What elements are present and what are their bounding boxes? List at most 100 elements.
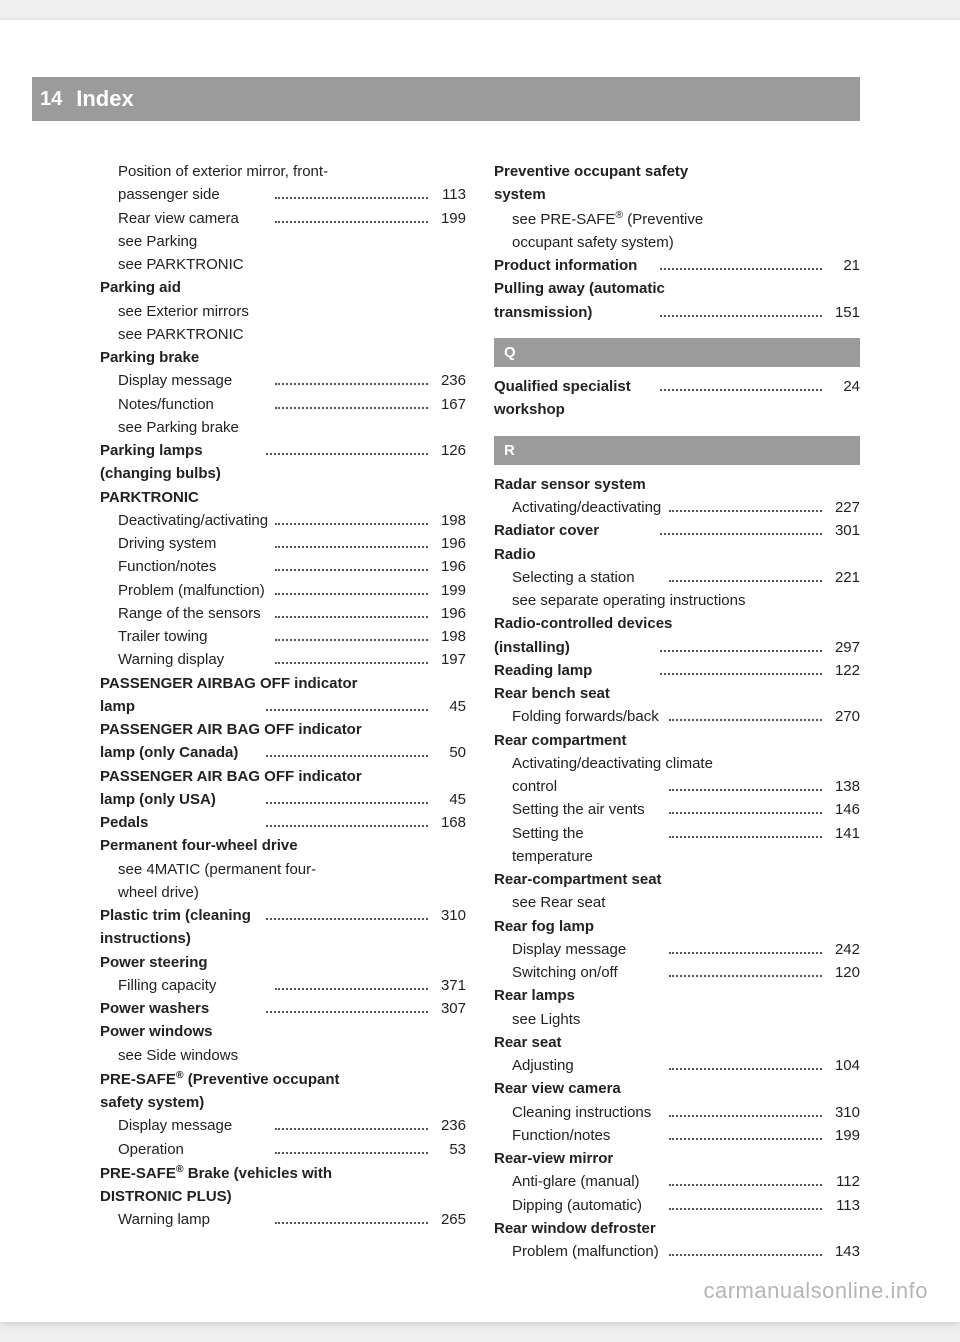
index-subentry: Position of exterior mirror, front- (100, 160, 466, 183)
index-subentry: Trailer towing198 (100, 625, 466, 648)
index-page-ref: 120 (826, 961, 860, 984)
index-label: see Exterior mirrors (118, 300, 249, 323)
index-entry: Parking aid (100, 276, 466, 299)
index-subentry: Driving system196 (100, 532, 466, 555)
leader-dots (669, 826, 822, 838)
index-page-ref: 113 (826, 1194, 860, 1217)
leader-dots (669, 1105, 822, 1117)
index-page-ref: 307 (432, 997, 466, 1020)
index-entry: Product information21 (494, 254, 860, 277)
index-page-ref: 53 (432, 1138, 466, 1161)
index-page-ref: 196 (432, 602, 466, 625)
index-label: Rear lamps (494, 984, 575, 1007)
index-label: DISTRONIC PLUS) (100, 1185, 232, 1208)
index-label: see Parking (118, 230, 197, 253)
index-page-ref: 167 (432, 393, 466, 416)
index-page-ref: 151 (826, 301, 860, 324)
index-subentry: see 4MATIC (permanent four- (100, 858, 466, 881)
index-entry: Power windows (100, 1020, 466, 1043)
index-label: Reading lamp (494, 659, 592, 682)
index-subentry: Activating/deactivating climate (494, 752, 860, 775)
index-label: Setting the temperature (512, 822, 665, 869)
index-label: (installing) (494, 636, 570, 659)
leader-dots (266, 699, 428, 711)
index-label: Folding forwards/back (512, 705, 659, 728)
index-label: wheel drive) (118, 881, 199, 904)
leader-dots (660, 523, 822, 535)
index-entry: PASSENGER AIR BAG OFF indicator (100, 718, 466, 741)
index-label: see Parking brake (118, 416, 239, 439)
index-label: Rear seat (494, 1031, 562, 1054)
index-label: control (512, 775, 557, 798)
index-page-ref: 265 (432, 1208, 466, 1231)
index-page-ref: 198 (432, 509, 466, 532)
index-entry: Rear seat (494, 1031, 860, 1054)
leader-dots (266, 443, 428, 455)
index-label: Position of exterior mirror, front- (118, 160, 328, 183)
index-label: Activating/deactivating climate (512, 752, 713, 775)
index-content: Position of exterior mirror, front-passe… (100, 160, 860, 1262)
index-entry: Power steering (100, 951, 466, 974)
leader-dots (669, 1198, 822, 1210)
index-label: see Lights (512, 1008, 580, 1031)
index-subentry: Problem (malfunction)143 (494, 1240, 860, 1263)
index-subentry: passenger side113 (100, 183, 466, 206)
index-label: Rear view camera (118, 207, 239, 230)
index-subentry: Adjusting104 (494, 1054, 860, 1077)
index-entry: PARKTRONIC (100, 486, 466, 509)
index-subentry: Rear view camera199 (100, 207, 466, 230)
index-label: Activating/deactivating (512, 496, 661, 519)
index-label: PASSENGER AIRBAG OFF indicator (100, 672, 358, 695)
index-page-ref: 112 (826, 1170, 860, 1193)
index-entry: (installing) 297 (494, 636, 860, 659)
index-entry: Rear compartment (494, 729, 860, 752)
index-label: Power steering (100, 951, 208, 974)
leader-dots (669, 1174, 822, 1186)
index-page-ref: 45 (432, 695, 466, 718)
index-subentry: Warning lamp265 (100, 1208, 466, 1231)
index-subentry: wheel drive) (100, 881, 466, 904)
index-label: lamp (100, 695, 135, 718)
index-label: Display message (512, 938, 626, 961)
index-label: Pedals (100, 811, 148, 834)
index-page-ref: 21 (826, 254, 860, 277)
index-label: Power windows (100, 1020, 213, 1043)
index-entry: Qualified specialist workshop24 (494, 375, 860, 422)
index-page-ref: 221 (826, 566, 860, 589)
index-entry: PRE-SAFE® (Preventive occupant (100, 1067, 466, 1091)
page-title: Index (76, 86, 133, 112)
section-head-r: R (494, 436, 860, 465)
index-label: Problem (malfunction) (118, 579, 265, 602)
index-label: see separate operating instructions (512, 589, 745, 612)
index-label: see 4MATIC (permanent four- (118, 858, 316, 881)
index-subentry: Filling capacity371 (100, 974, 466, 997)
index-subentry: Setting the air vents146 (494, 798, 860, 821)
index-page-ref: 297 (826, 636, 860, 659)
index-label: PRE-SAFE® Brake (vehicles with (100, 1161, 332, 1185)
index-page-ref: 168 (432, 811, 466, 834)
index-subentry: Deactivating/activating198 (100, 509, 466, 532)
leader-dots (669, 779, 822, 791)
index-entry: safety system) (100, 1091, 466, 1114)
leader-dots (669, 570, 822, 582)
leader-dots (266, 745, 428, 757)
index-label: see PARKTRONIC (118, 323, 244, 346)
leader-dots (275, 978, 428, 990)
index-label: Rear view camera (494, 1077, 621, 1100)
index-label: Operation (118, 1138, 184, 1161)
index-page-ref: 310 (826, 1101, 860, 1124)
index-label: PRE-SAFE® (Preventive occupant (100, 1067, 339, 1091)
index-subentry: Display message242 (494, 938, 860, 961)
index-entry: Reading lamp122 (494, 659, 860, 682)
index-subentry: Switching on/off120 (494, 961, 860, 984)
index-page-ref: 113 (432, 183, 466, 206)
index-label: Function/notes (512, 1124, 610, 1147)
index-label: see Side windows (118, 1044, 238, 1067)
index-page-ref: 199 (432, 579, 466, 602)
index-label: Pulling away (automatic (494, 277, 665, 300)
leader-dots (275, 629, 428, 641)
index-column-right: Preventive occupant safetysystemsee PRE-… (494, 160, 860, 1262)
index-label: Parking lamps (changing bulbs) (100, 439, 262, 486)
index-entry: Pedals 168 (100, 811, 466, 834)
leader-dots (275, 559, 428, 571)
